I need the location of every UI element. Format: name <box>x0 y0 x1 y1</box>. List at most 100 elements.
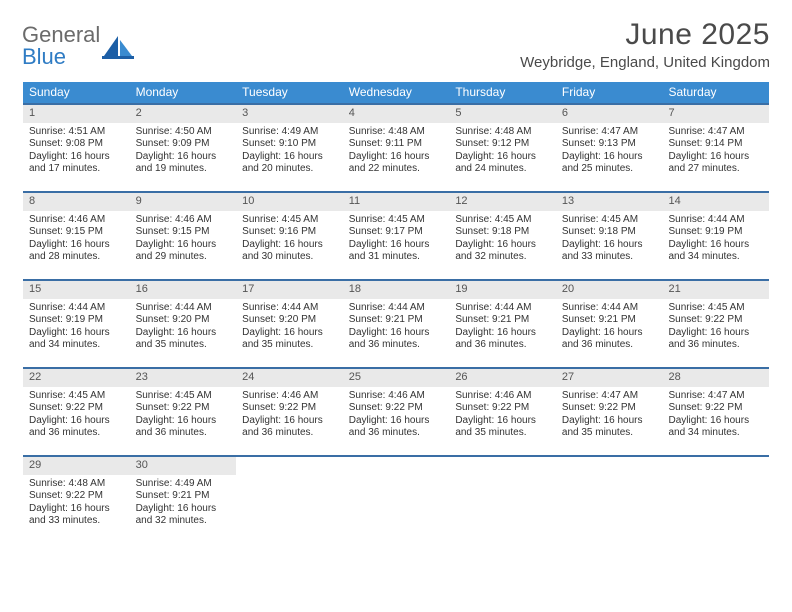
day-detail-line: and 35 minutes. <box>562 427 657 440</box>
day-number-bar: 21 <box>662 281 769 299</box>
day-detail-line: Sunrise: 4:46 AM <box>136 214 231 227</box>
day-detail-line: Sunset: 9:19 PM <box>29 314 124 327</box>
day-detail-line: Sunrise: 4:47 AM <box>562 390 657 403</box>
day-number-bar: 26 <box>449 369 556 387</box>
day-number: 11 <box>349 195 360 207</box>
day-number-bar: 7 <box>662 105 769 123</box>
day-detail-line: Daylight: 16 hours <box>455 327 550 340</box>
day-number-bar: 4 <box>343 105 450 123</box>
day-detail-line: Daylight: 16 hours <box>136 327 231 340</box>
calendar-week: 8Sunrise: 4:46 AMSunset: 9:15 PMDaylight… <box>23 191 769 279</box>
day-number-bar: 5 <box>449 105 556 123</box>
day-detail-line: Sunrise: 4:47 AM <box>668 390 763 403</box>
day-detail-line: Sunrise: 4:44 AM <box>29 302 124 315</box>
day-detail-line: Daylight: 16 hours <box>136 415 231 428</box>
day-detail-line: Sunrise: 4:44 AM <box>668 214 763 227</box>
day-number-bar: 27 <box>556 369 663 387</box>
day-detail-line: Sunrise: 4:50 AM <box>136 126 231 139</box>
day-number: 24 <box>242 371 254 383</box>
page-header: General Blue June 2025 Weybridge, Englan… <box>22 18 770 71</box>
day-detail-line: Daylight: 16 hours <box>562 327 657 340</box>
day-detail-line: Daylight: 16 hours <box>29 415 124 428</box>
day-detail-line: Sunrise: 4:45 AM <box>29 390 124 403</box>
day-detail-line: Sunrise: 4:48 AM <box>349 126 444 139</box>
dow-saturday: Saturday <box>662 82 769 103</box>
calendar-day: 20Sunrise: 4:44 AMSunset: 9:21 PMDayligh… <box>556 281 663 367</box>
day-detail-line: Sunrise: 4:44 AM <box>349 302 444 315</box>
day-detail-line: and 36 minutes. <box>242 427 337 440</box>
calendar-day: 6Sunrise: 4:47 AMSunset: 9:13 PMDaylight… <box>556 105 663 191</box>
day-number-bar: 15 <box>23 281 130 299</box>
day-detail-line: Daylight: 16 hours <box>29 239 124 252</box>
day-detail-line: Sunrise: 4:48 AM <box>29 478 124 491</box>
calendar-day <box>236 457 343 543</box>
dow-wednesday: Wednesday <box>343 82 450 103</box>
day-number-bar: 10 <box>236 193 343 211</box>
calendar-day: 30Sunrise: 4:49 AMSunset: 9:21 PMDayligh… <box>130 457 237 543</box>
day-number: 19 <box>455 283 467 295</box>
day-number-bar: 25 <box>343 369 450 387</box>
calendar-day: 14Sunrise: 4:44 AMSunset: 9:19 PMDayligh… <box>662 193 769 279</box>
day-detail-line: and 34 minutes. <box>668 427 763 440</box>
day-detail-line: Daylight: 16 hours <box>668 415 763 428</box>
day-detail-line: and 35 minutes. <box>242 339 337 352</box>
day-detail-line: Sunset: 9:21 PM <box>562 314 657 327</box>
day-detail-line: Sunrise: 4:45 AM <box>455 214 550 227</box>
day-detail-line: and 30 minutes. <box>242 251 337 264</box>
day-detail-line: Sunrise: 4:47 AM <box>562 126 657 139</box>
day-detail-line: Sunrise: 4:51 AM <box>29 126 124 139</box>
day-detail-line: Sunset: 9:19 PM <box>668 226 763 239</box>
day-detail-line: and 36 minutes. <box>455 339 550 352</box>
calendar-day: 12Sunrise: 4:45 AMSunset: 9:18 PMDayligh… <box>449 193 556 279</box>
day-detail-line: and 36 minutes. <box>349 339 444 352</box>
calendar-day: 15Sunrise: 4:44 AMSunset: 9:19 PMDayligh… <box>23 281 130 367</box>
day-detail-line: Daylight: 16 hours <box>29 503 124 516</box>
day-detail-line: and 36 minutes. <box>562 339 657 352</box>
day-detail-line: and 36 minutes. <box>29 427 124 440</box>
day-detail-line: Sunrise: 4:44 AM <box>136 302 231 315</box>
day-detail-line: Sunset: 9:10 PM <box>242 138 337 151</box>
day-detail-line: and 32 minutes. <box>136 515 231 528</box>
day-number: 5 <box>455 107 461 119</box>
day-detail-line: Daylight: 16 hours <box>455 151 550 164</box>
day-number-bar: 11 <box>343 193 450 211</box>
day-number-bar: 9 <box>130 193 237 211</box>
dow-thursday: Thursday <box>449 82 556 103</box>
day-number-bar: 2 <box>130 105 237 123</box>
day-number: 17 <box>242 283 254 295</box>
day-detail-line: Sunset: 9:20 PM <box>242 314 337 327</box>
day-number: 23 <box>136 371 148 383</box>
calendar-day: 8Sunrise: 4:46 AMSunset: 9:15 PMDaylight… <box>23 193 130 279</box>
dow-friday: Friday <box>556 82 663 103</box>
calendar-week: 29 Sunrise: 4:48 AMSunset: 9:22 PMDayligh… <box>23 455 769 543</box>
day-detail-line: Daylight: 16 hours <box>242 327 337 340</box>
logo-sail-icon <box>102 32 136 60</box>
day-detail-line: and 33 minutes. <box>29 515 124 528</box>
day-detail-line: Sunset: 9:22 PM <box>29 490 124 503</box>
calendar-day: 25Sunrise: 4:46 AMSunset: 9:22 PMDayligh… <box>343 369 450 455</box>
day-number: 27 <box>562 371 574 383</box>
day-detail-line: Daylight: 16 hours <box>562 415 657 428</box>
calendar-day: 22Sunrise: 4:45 AMSunset: 9:22 PMDayligh… <box>23 369 130 455</box>
calendar-day: 28Sunrise: 4:47 AMSunset: 9:22 PMDayligh… <box>662 369 769 455</box>
day-number: 12 <box>455 195 467 207</box>
day-number: 2 <box>136 107 142 119</box>
day-detail-line: Sunset: 9:15 PM <box>136 226 231 239</box>
calendar-day <box>662 457 769 543</box>
day-detail-line: Sunrise: 4:46 AM <box>455 390 550 403</box>
day-detail-line: Daylight: 16 hours <box>455 415 550 428</box>
day-detail-line: Sunset: 9:13 PM <box>562 138 657 151</box>
day-of-week-header: Sunday Monday Tuesday Wednesday Thursday… <box>23 82 769 103</box>
day-number-bar: 19 <box>449 281 556 299</box>
day-detail-line: Daylight: 16 hours <box>668 151 763 164</box>
brand-logo: General Blue <box>22 18 136 68</box>
day-number-bar: 13 <box>556 193 663 211</box>
day-detail-line: and 20 minutes. <box>242 163 337 176</box>
calendar-day: 27Sunrise: 4:47 AMSunset: 9:22 PMDayligh… <box>556 369 663 455</box>
page-subtitle: Weybridge, England, United Kingdom <box>520 54 770 71</box>
day-detail-line: Sunrise: 4:44 AM <box>455 302 550 315</box>
calendar-day: 24Sunrise: 4:46 AMSunset: 9:22 PMDayligh… <box>236 369 343 455</box>
day-number: 14 <box>668 195 680 207</box>
day-number-bar: 14 <box>662 193 769 211</box>
day-number: 29 <box>29 459 41 471</box>
